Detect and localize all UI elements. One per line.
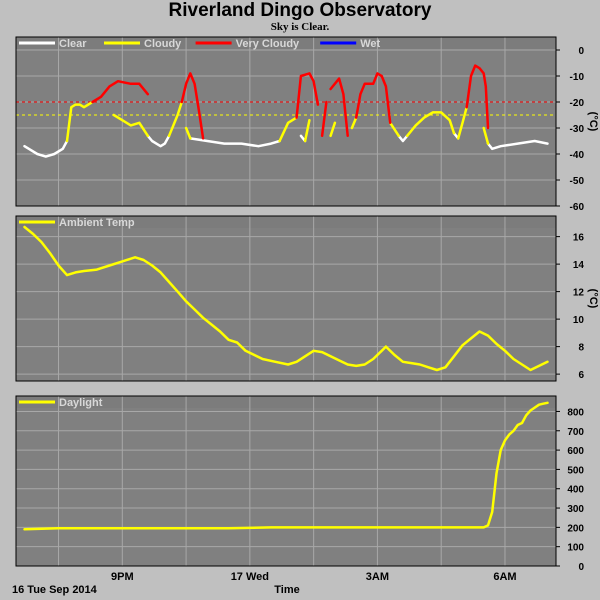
legend-label: Ambient Temp — [59, 217, 135, 229]
series-line-daylight — [23, 401, 549, 531]
series-line-cloudy — [112, 113, 150, 138]
y-tick-label: 8 — [578, 343, 584, 354]
series-line-cloudy — [388, 121, 400, 138]
plot-area — [16, 396, 556, 566]
series-line-clear — [189, 137, 281, 148]
y-tick-label: 6 — [578, 370, 584, 381]
x-tick-label: 6AM — [493, 571, 516, 583]
series-line-very-cloudy — [329, 77, 349, 138]
legend-strip — [16, 216, 556, 228]
series-line-cloudy — [65, 100, 94, 143]
series-line-cloudy — [482, 126, 490, 145]
y-tick-label: 10 — [573, 315, 585, 326]
y-tick-label: 200 — [567, 523, 584, 534]
y-axis-label: (°C) — [587, 289, 599, 309]
x-axis-label: Time — [274, 584, 299, 596]
y-tick-label: 700 — [567, 427, 584, 438]
series-line-clear — [146, 134, 171, 148]
y-tick-label: -50 — [570, 176, 585, 187]
y-tick-label: 800 — [567, 407, 584, 418]
series-line-cloudy — [405, 111, 456, 138]
y-tick-label: -60 — [570, 202, 585, 213]
y-tick-label: 14 — [573, 260, 585, 271]
plot-area — [16, 37, 556, 206]
series-line-cloudy — [167, 100, 184, 138]
legend-label: Very Cloudy — [236, 38, 300, 50]
legend-label: Clear — [59, 38, 87, 50]
y-tick-label: 100 — [567, 543, 584, 554]
plot-area — [16, 216, 556, 381]
y-tick-label: -10 — [570, 72, 585, 83]
plot-frame — [15, 36, 557, 207]
series-line-very-cloudy — [320, 100, 328, 138]
series-line-very-cloudy — [91, 79, 150, 104]
series-line-clear — [23, 139, 69, 158]
series-line-very-cloudy — [295, 72, 320, 119]
legend-label: Wet — [360, 38, 380, 50]
series-line-cloudy — [350, 116, 358, 130]
plot-frame — [15, 215, 557, 382]
y-tick-label: -40 — [570, 150, 585, 161]
series-line-cloudy — [184, 126, 192, 140]
x-tick-label: 9PM — [111, 571, 134, 583]
y-tick-label: 600 — [567, 446, 584, 457]
series-line-very-cloudy — [180, 72, 205, 140]
y-axis-label: (°C) — [587, 112, 599, 132]
y-tick-label: 0 — [578, 46, 584, 57]
date-label: 16 Tue Sep 2014 — [12, 584, 98, 596]
y-tick-label: 300 — [567, 504, 584, 515]
series-line-cloudy — [303, 118, 311, 143]
y-tick-label: 12 — [573, 288, 585, 299]
y-tick-label: 500 — [567, 465, 584, 476]
y-tick-label: 16 — [573, 233, 585, 244]
legend-label: Daylight — [59, 397, 103, 409]
legend-strip — [16, 396, 556, 408]
series-line-cloudy — [456, 105, 468, 140]
series-line-clear — [397, 134, 409, 143]
y-tick-label: 400 — [567, 485, 584, 496]
y-tick-label: 0 — [578, 562, 584, 573]
series-line-very-cloudy — [354, 72, 392, 125]
x-tick-label: 3AM — [366, 571, 389, 583]
series-line-very-cloudy — [465, 64, 490, 130]
series-line-cloudy — [329, 121, 337, 138]
series-line-cloudy — [278, 116, 298, 143]
y-tick-label: -30 — [570, 124, 585, 135]
legend-label: Cloudy — [144, 38, 182, 50]
series-line-ambient-temp — [23, 225, 549, 372]
series-line-clear — [486, 139, 549, 151]
y-tick-label: -20 — [570, 98, 585, 109]
plot-frame — [15, 395, 557, 567]
page-title: Riverland Dingo Observatory — [168, 0, 432, 21]
legend-strip — [16, 37, 556, 49]
sky-status-subtitle: Sky is Clear. — [270, 21, 330, 33]
x-tick-label: 17 Wed — [231, 571, 269, 583]
